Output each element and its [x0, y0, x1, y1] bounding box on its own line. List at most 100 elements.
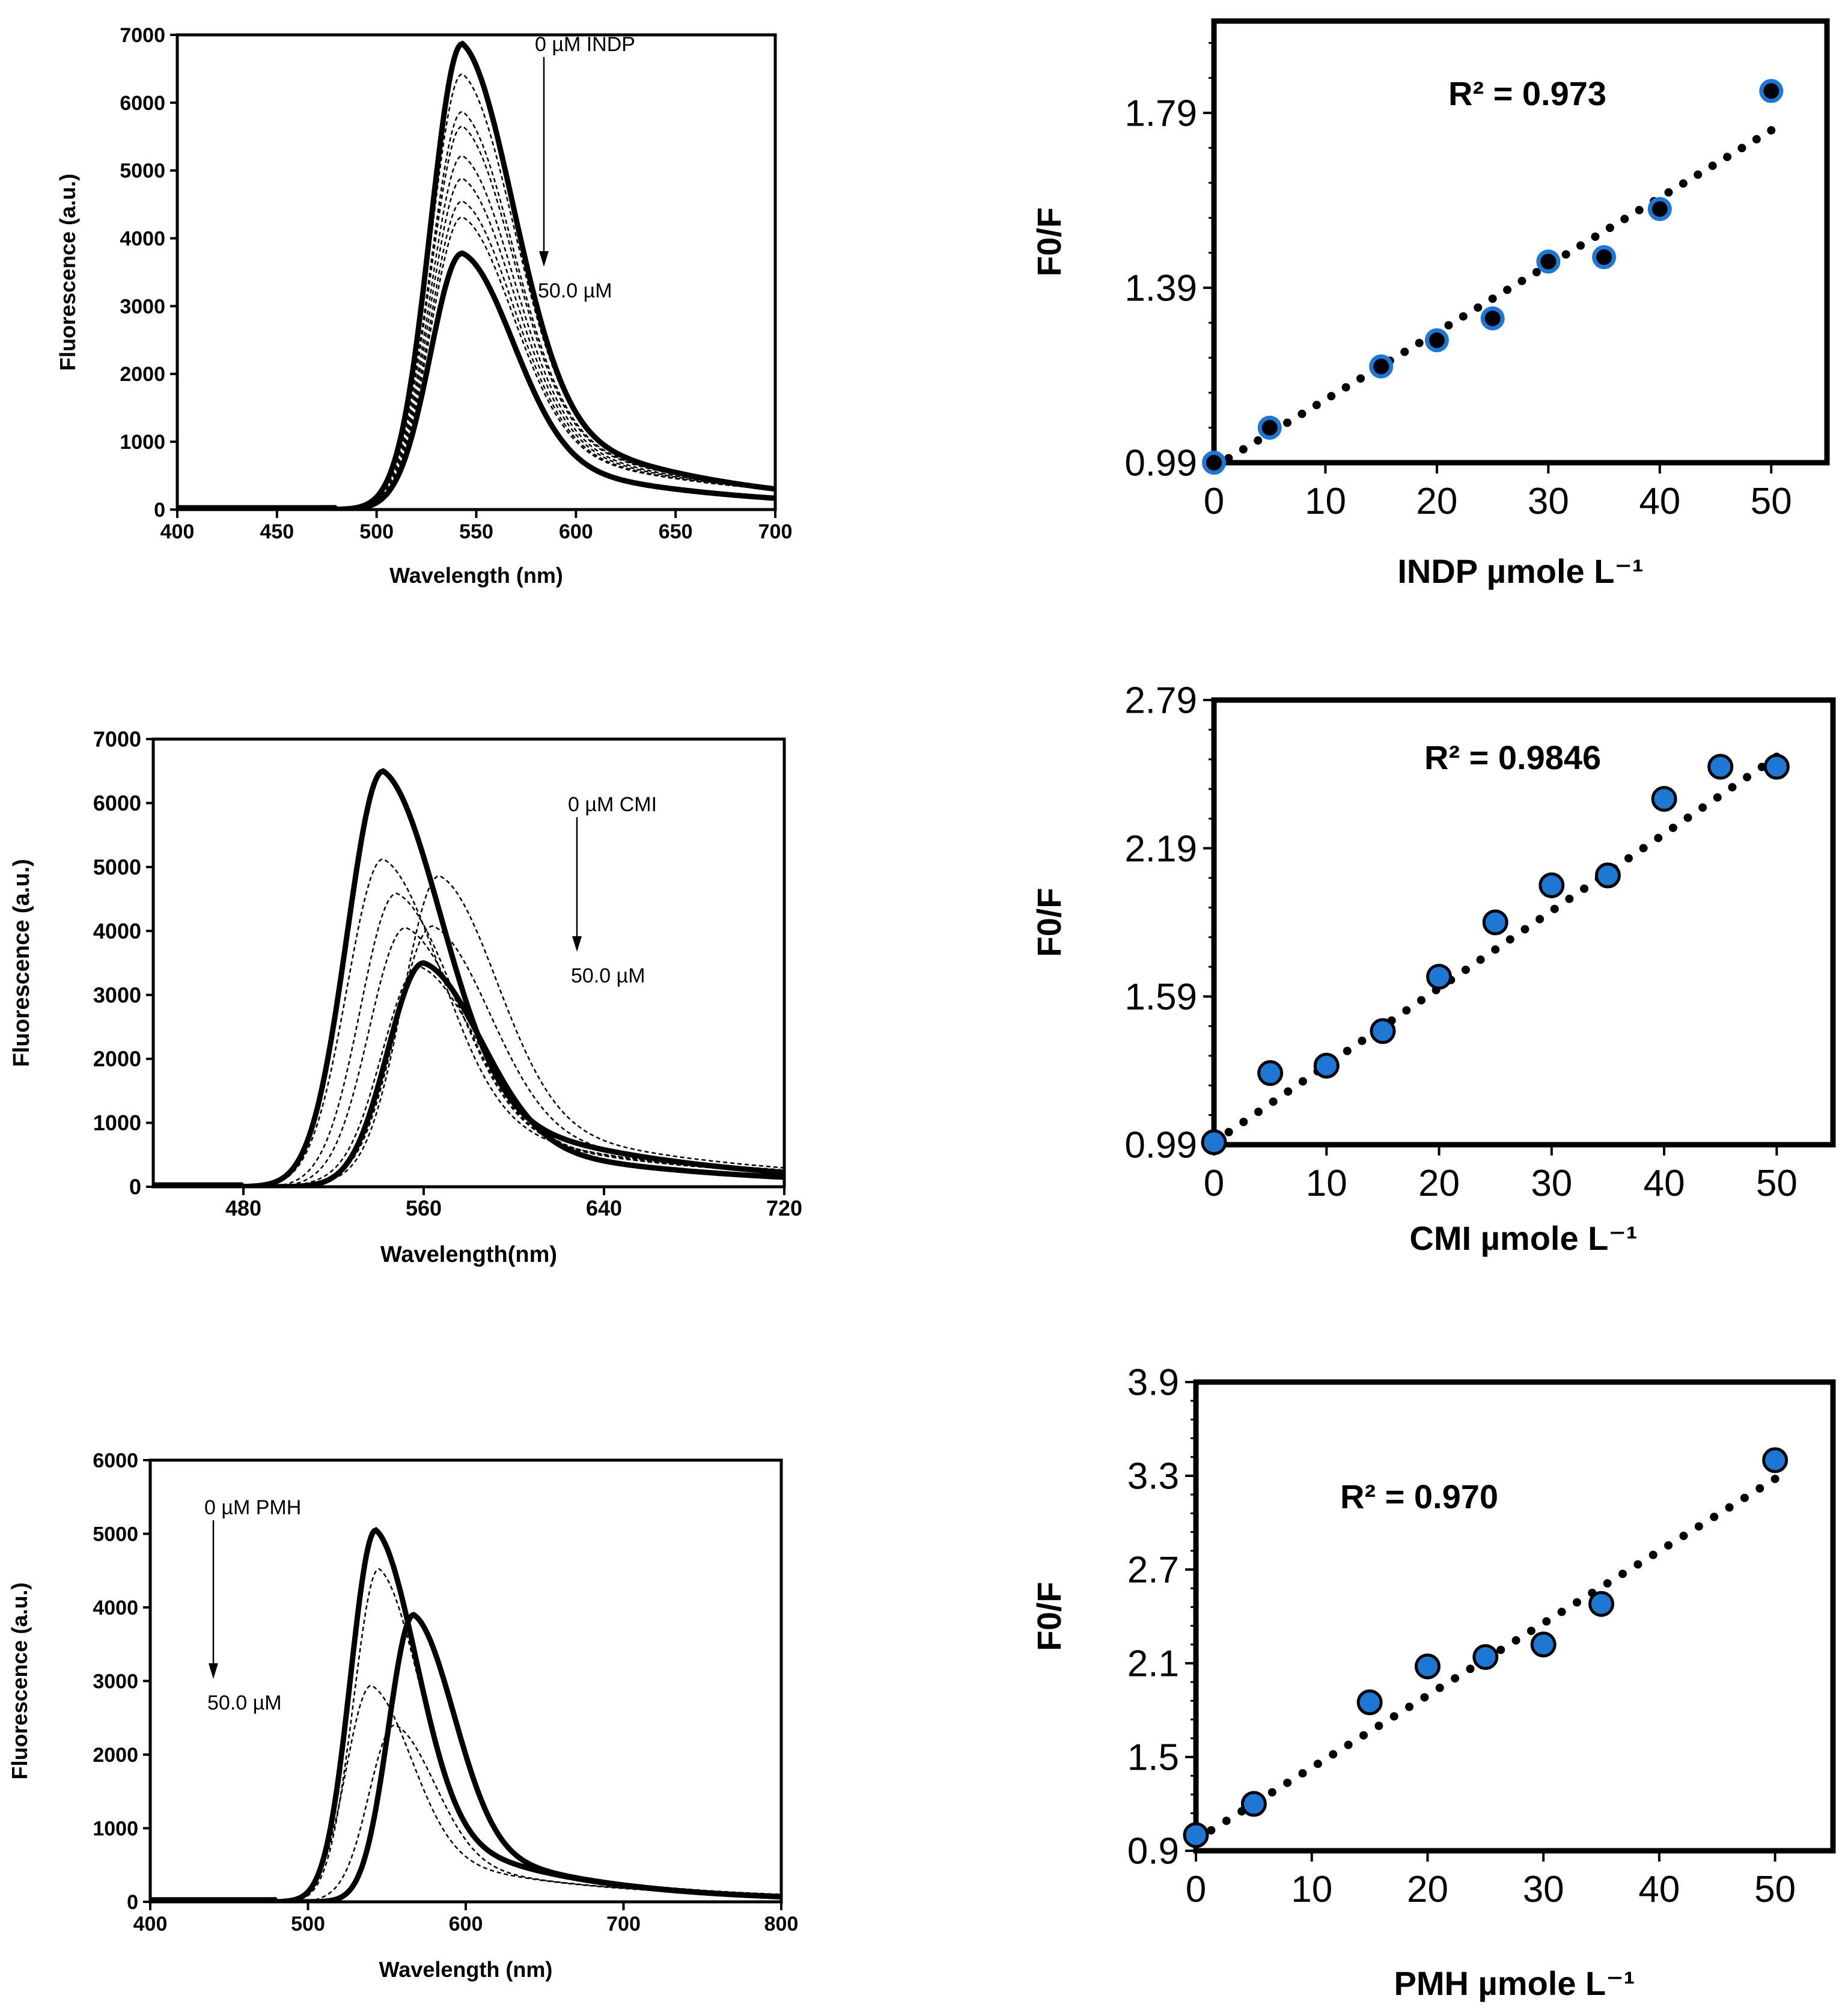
x-tick-label: 480	[225, 1196, 261, 1220]
series-line-1	[177, 73, 775, 510]
y-tick-label: 0	[154, 499, 165, 522]
fit-dot	[1344, 1740, 1353, 1749]
y-tick-label: 0.99	[1124, 1125, 1197, 1166]
y-tick-label: 5000	[120, 160, 165, 183]
fit-dot	[1476, 955, 1485, 964]
fit-dot	[1683, 813, 1692, 822]
y-tick-label: 2.79	[1124, 680, 1197, 722]
arrow-head-icon	[209, 1663, 218, 1679]
fit-dot	[1664, 188, 1673, 197]
plot-frame	[1211, 18, 1830, 466]
fit-dot	[1474, 303, 1483, 312]
x-tick-label: 10	[1291, 1869, 1332, 1910]
arrow-head-icon	[572, 936, 582, 952]
fit-dot	[1664, 1541, 1673, 1550]
y-tick-label: 1.5	[1127, 1737, 1179, 1779]
fit-dot	[1224, 454, 1233, 463]
x-axis-label: Wavelength (nm)	[379, 1957, 553, 1982]
y-tick-label: 3.9	[1127, 1362, 1179, 1404]
fit-dot	[1668, 823, 1677, 832]
x-tick-label: 600	[559, 520, 593, 543]
data-point	[1763, 754, 1790, 780]
x-tick-label: 800	[764, 1913, 799, 1935]
data-point-center	[1206, 455, 1222, 471]
arrow-head-icon	[539, 251, 549, 267]
y-axis-label: F0/F	[1030, 888, 1068, 957]
y-tick-label: 7000	[120, 24, 165, 47]
fit-dot	[1312, 401, 1321, 410]
annotation-start: 0 µM INDP	[535, 33, 635, 56]
fit-dot	[1491, 945, 1500, 954]
fit-dot	[1633, 1560, 1642, 1569]
fit-dot	[1298, 1077, 1307, 1086]
series-line-7	[177, 216, 775, 510]
series-line-4	[150, 1612, 781, 1902]
annotation-end: 50.0 µM	[538, 279, 612, 302]
fit-dot	[1654, 833, 1663, 842]
series-line-6	[153, 966, 784, 1187]
x-tick-label: 20	[1416, 481, 1457, 522]
y-axis-label: Fluorescence (a.u.)	[7, 1582, 32, 1779]
fit-dot	[1415, 338, 1424, 347]
series-line-5	[153, 925, 784, 1187]
fit-dot	[1740, 1493, 1749, 1502]
fit-dot	[1770, 1475, 1779, 1484]
fit-dot	[1767, 126, 1776, 135]
series-group	[153, 768, 784, 1187]
x-tick-label: 640	[586, 1196, 622, 1220]
plot-frame	[151, 737, 786, 1189]
fit-dot	[1444, 321, 1453, 330]
fit-dot	[1461, 965, 1470, 974]
x-tick-label: 500	[291, 1913, 325, 1935]
y-axis-label: Fluorescence (a.u.)	[9, 859, 34, 1067]
fit-dot	[1603, 1579, 1612, 1588]
fit-dot	[1561, 250, 1570, 259]
fit-dot	[1752, 135, 1761, 144]
data-point	[1356, 1689, 1383, 1716]
y-tick-label: 6000	[93, 1449, 138, 1472]
x-tick-label: 30	[1528, 481, 1569, 522]
fit-dot	[1620, 215, 1629, 224]
fit-dot	[1329, 1750, 1338, 1759]
fit-dot	[1580, 884, 1589, 893]
y-axis-label: F0/F	[1030, 1582, 1068, 1651]
y-tick-label: 1000	[93, 1817, 138, 1840]
y-tick-label: 1.39	[1124, 268, 1197, 309]
fit-dot	[1283, 418, 1292, 427]
fit-dot	[1222, 1817, 1231, 1826]
y-tick-label: 1000	[93, 1110, 141, 1135]
x-tick-label: 40	[1644, 1163, 1685, 1204]
fit-dot	[1416, 996, 1426, 1005]
fit-dot	[1723, 153, 1732, 162]
data-point	[1201, 1129, 1227, 1156]
fit-dot	[1511, 1636, 1520, 1645]
fit-dot	[1298, 1769, 1307, 1778]
fit-dot	[1624, 854, 1633, 863]
x-tick-label: 30	[1523, 1869, 1564, 1910]
x-tick-label: 400	[160, 520, 195, 543]
chart-spectra-indp: 400 450 500 550 600 650 7000100020003000400050…	[55, 24, 792, 588]
x-tick-label: 10	[1306, 1163, 1347, 1204]
x-tick-label: 0	[1204, 1163, 1224, 1204]
fit-dot	[1710, 1512, 1719, 1521]
fit-dot	[1284, 1087, 1293, 1096]
fit-dot	[1572, 1598, 1581, 1607]
fit-dot	[1517, 276, 1526, 285]
y-tick-label: 2.7	[1127, 1550, 1179, 1591]
x-tick-label: 10	[1305, 481, 1346, 522]
data-point-center	[1651, 201, 1668, 217]
data-point-center	[1261, 419, 1278, 436]
y-tick-label: 0.9	[1127, 1831, 1179, 1872]
fit-dot	[1343, 1046, 1352, 1055]
fit-dot	[1420, 1693, 1429, 1702]
x-tick-label: 40	[1639, 481, 1680, 522]
data-point	[1651, 785, 1677, 812]
fit-dot	[1679, 179, 1688, 188]
chart-sv-cmi: 0 10 20 30 40 50 0.99 1.59 2.19 2.79 CMI µmole L⁻¹…	[1030, 680, 1836, 1257]
fit-dot	[1269, 1097, 1278, 1106]
fit-dot	[1459, 312, 1468, 321]
y-tick-label: 6000	[120, 92, 165, 115]
fit-dot	[1435, 1683, 1444, 1692]
